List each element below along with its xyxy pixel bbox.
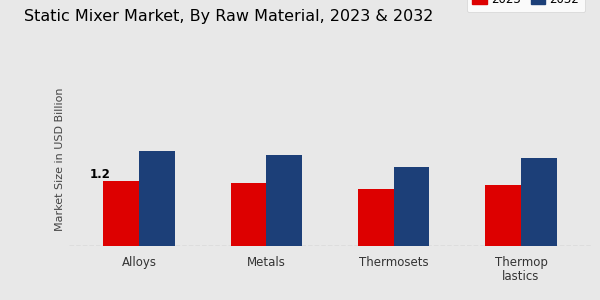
Bar: [521, 158, 557, 246]
Bar: [358, 189, 394, 246]
Y-axis label: Market Size in USD Billion: Market Size in USD Billion: [55, 87, 65, 231]
Bar: [266, 155, 302, 246]
Bar: [230, 184, 266, 246]
Bar: [103, 181, 139, 246]
Text: Static Mixer Market, By Raw Material, 2023 & 2032: Static Mixer Market, By Raw Material, 20…: [24, 9, 433, 24]
Bar: [394, 167, 430, 246]
Bar: [139, 151, 175, 246]
Bar: [485, 185, 521, 246]
Legend: 2023, 2032: 2023, 2032: [467, 0, 585, 12]
Text: 1.2: 1.2: [89, 168, 110, 181]
